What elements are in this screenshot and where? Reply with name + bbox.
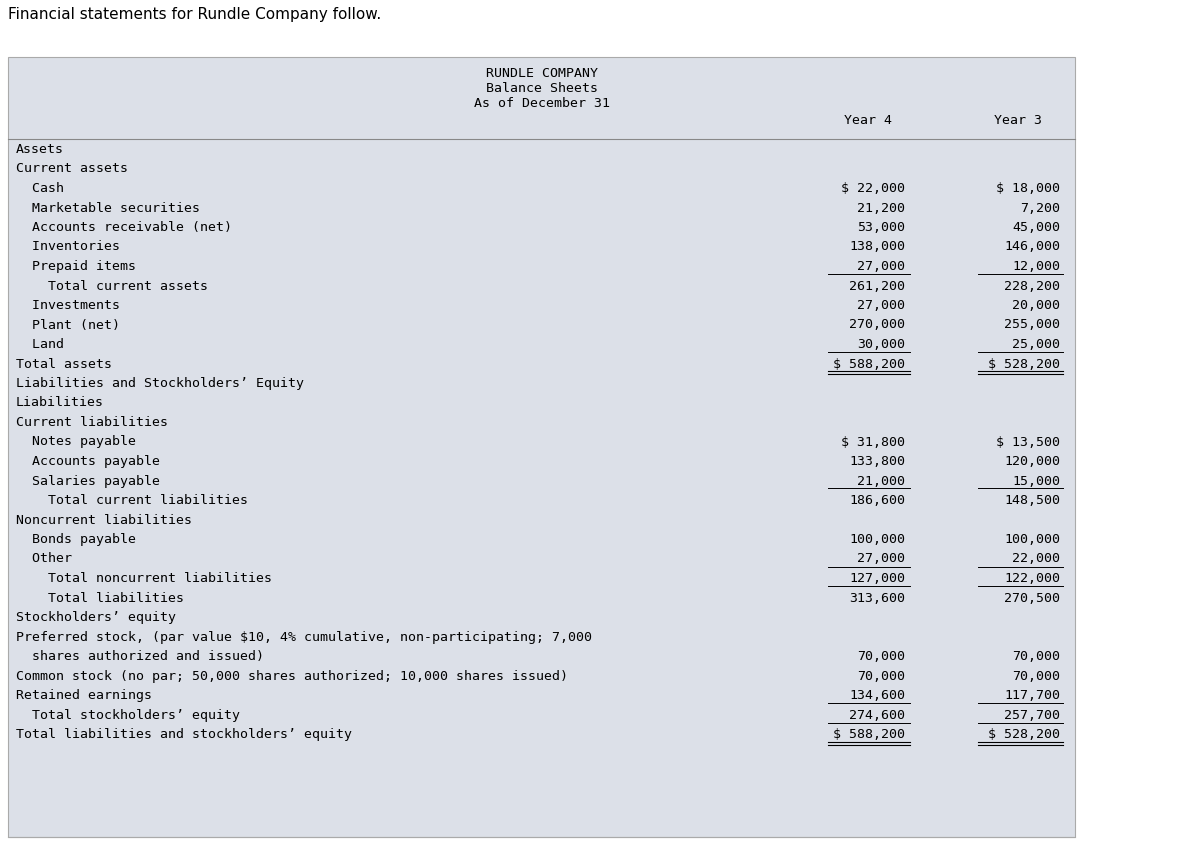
Text: 27,000: 27,000	[857, 552, 905, 565]
Text: 255,000: 255,000	[1004, 319, 1060, 332]
Text: 25,000: 25,000	[1012, 338, 1060, 351]
Text: 261,200: 261,200	[850, 280, 905, 292]
Text: $ 18,000: $ 18,000	[996, 182, 1060, 195]
Text: $ 31,800: $ 31,800	[841, 435, 905, 449]
Text: Other: Other	[16, 552, 72, 565]
Text: 30,000: 30,000	[857, 338, 905, 351]
Text: 228,200: 228,200	[1004, 280, 1060, 292]
Text: shares authorized and issued): shares authorized and issued)	[16, 650, 264, 663]
Text: Inventories: Inventories	[16, 240, 120, 253]
Text: 12,000: 12,000	[1012, 260, 1060, 273]
Text: Cash: Cash	[16, 182, 64, 195]
Text: Preferred stock, (par value $10, 4% cumulative, non-participating; 7,000: Preferred stock, (par value $10, 4% cumu…	[16, 630, 592, 644]
Text: Salaries payable: Salaries payable	[16, 475, 160, 487]
Text: 122,000: 122,000	[1004, 572, 1060, 585]
Text: Total current assets: Total current assets	[16, 280, 208, 292]
Text: 15,000: 15,000	[1012, 475, 1060, 487]
Text: Prepaid items: Prepaid items	[16, 260, 136, 273]
Text: 21,000: 21,000	[857, 475, 905, 487]
Text: Retained earnings: Retained earnings	[16, 689, 152, 702]
Text: Bonds payable: Bonds payable	[16, 533, 136, 546]
Text: 27,000: 27,000	[857, 260, 905, 273]
Text: 148,500: 148,500	[1004, 494, 1060, 507]
Text: 257,700: 257,700	[1004, 709, 1060, 722]
Text: Current assets: Current assets	[16, 162, 128, 175]
Text: Land: Land	[16, 338, 64, 351]
Text: 27,000: 27,000	[857, 299, 905, 312]
Text: 70,000: 70,000	[857, 650, 905, 663]
Text: Balance Sheets: Balance Sheets	[486, 82, 598, 95]
Text: 22,000: 22,000	[1012, 552, 1060, 565]
Text: $ 22,000: $ 22,000	[841, 182, 905, 195]
Text: Total noncurrent liabilities: Total noncurrent liabilities	[16, 572, 272, 585]
Text: 138,000: 138,000	[850, 240, 905, 253]
Text: 146,000: 146,000	[1004, 240, 1060, 253]
Text: $ 588,200: $ 588,200	[833, 357, 905, 370]
Text: 133,800: 133,800	[850, 455, 905, 468]
Text: $ 13,500: $ 13,500	[996, 435, 1060, 449]
Text: Notes payable: Notes payable	[16, 435, 136, 449]
Text: 45,000: 45,000	[1012, 221, 1060, 234]
Text: Assets: Assets	[16, 143, 64, 156]
Text: Total assets: Total assets	[16, 357, 112, 370]
Text: 134,600: 134,600	[850, 689, 905, 702]
Text: 21,200: 21,200	[857, 202, 905, 215]
Text: 70,000: 70,000	[857, 669, 905, 682]
Text: 70,000: 70,000	[1012, 669, 1060, 682]
Text: Accounts payable: Accounts payable	[16, 455, 160, 468]
Text: $ 528,200: $ 528,200	[988, 728, 1060, 741]
Text: Total stockholders’ equity: Total stockholders’ equity	[16, 709, 240, 722]
Text: $ 588,200: $ 588,200	[833, 728, 905, 741]
Text: 120,000: 120,000	[1004, 455, 1060, 468]
Text: $ 528,200: $ 528,200	[988, 357, 1060, 370]
Text: Financial statements for Rundle Company follow.: Financial statements for Rundle Company …	[8, 7, 382, 22]
Text: 100,000: 100,000	[850, 533, 905, 546]
Text: Total current liabilities: Total current liabilities	[16, 494, 248, 507]
Text: 313,600: 313,600	[850, 592, 905, 604]
Text: Stockholders’ equity: Stockholders’ equity	[16, 611, 176, 624]
Text: Common stock (no par; 50,000 shares authorized; 10,000 shares issued): Common stock (no par; 50,000 shares auth…	[16, 669, 568, 682]
Text: Total liabilities and stockholders’ equity: Total liabilities and stockholders’ equi…	[16, 728, 352, 741]
Text: Marketable securities: Marketable securities	[16, 202, 200, 215]
Text: 270,500: 270,500	[1004, 592, 1060, 604]
Bar	[8, 57, 1075, 837]
Text: Year 3: Year 3	[994, 114, 1042, 127]
Text: Year 4: Year 4	[844, 114, 892, 127]
Text: Liabilities and Stockholders’ Equity: Liabilities and Stockholders’ Equity	[16, 377, 304, 390]
Text: 7,200: 7,200	[1020, 202, 1060, 215]
Text: RUNDLE COMPANY: RUNDLE COMPANY	[486, 67, 598, 80]
Text: Plant (net): Plant (net)	[16, 319, 120, 332]
Text: Noncurrent liabilities: Noncurrent liabilities	[16, 514, 192, 527]
Text: 186,600: 186,600	[850, 494, 905, 507]
Text: 270,000: 270,000	[850, 319, 905, 332]
Text: 70,000: 70,000	[1012, 650, 1060, 663]
Text: 117,700: 117,700	[1004, 689, 1060, 702]
Text: 20,000: 20,000	[1012, 299, 1060, 312]
Text: Accounts receivable (net): Accounts receivable (net)	[16, 221, 232, 234]
Text: 127,000: 127,000	[850, 572, 905, 585]
Text: Liabilities: Liabilities	[16, 397, 104, 410]
Text: Current liabilities: Current liabilities	[16, 416, 168, 429]
Text: 100,000: 100,000	[1004, 533, 1060, 546]
Text: Total liabilities: Total liabilities	[16, 592, 184, 604]
Text: 53,000: 53,000	[857, 221, 905, 234]
Text: 274,600: 274,600	[850, 709, 905, 722]
Text: Investments: Investments	[16, 299, 120, 312]
Text: As of December 31: As of December 31	[474, 97, 610, 110]
